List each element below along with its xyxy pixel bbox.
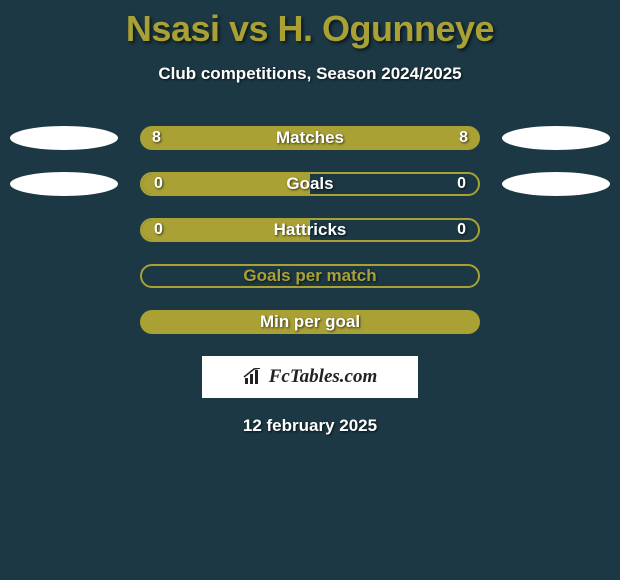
right-value: 0 <box>457 175 466 193</box>
stat-row-goals-per-match: Goals per match <box>0 264 620 288</box>
right-pill <box>502 172 610 196</box>
left-value: 0 <box>154 221 163 239</box>
stat-bar: 0 Goals 0 <box>140 172 480 196</box>
right-pill <box>502 126 610 150</box>
right-value: 0 <box>457 221 466 239</box>
left-value: 8 <box>152 129 161 147</box>
bar-fill <box>142 174 310 194</box>
stat-label: Hattricks <box>274 220 347 240</box>
stat-row-matches: 8 Matches 8 <box>0 126 620 150</box>
stat-label: Goals <box>286 174 333 194</box>
logo: FcTables.com <box>243 366 378 388</box>
stat-rows: 8 Matches 8 0 Goals 0 0 Hattricks 0 Goal… <box>0 126 620 334</box>
stat-bar: 8 Matches 8 <box>140 126 480 150</box>
stat-label: Goals per match <box>243 266 376 286</box>
left-value: 0 <box>154 175 163 193</box>
logo-box[interactable]: FcTables.com <box>202 356 418 398</box>
date-text: 12 february 2025 <box>0 416 620 436</box>
left-pill <box>10 126 118 150</box>
stat-row-hattricks: 0 Hattricks 0 <box>0 218 620 242</box>
stat-label: Matches <box>276 128 344 148</box>
stat-bar: Goals per match <box>140 264 480 288</box>
stat-bar: 0 Hattricks 0 <box>140 218 480 242</box>
page-title: Nsasi vs H. Ogunneye <box>0 0 620 50</box>
stat-row-goals: 0 Goals 0 <box>0 172 620 196</box>
bar-chart-icon <box>243 368 265 386</box>
stat-label: Min per goal <box>260 312 360 332</box>
right-value: 8 <box>459 129 468 147</box>
stat-bar: Min per goal <box>140 310 480 334</box>
stat-row-min-per-goal: Min per goal <box>0 310 620 334</box>
subtitle: Club competitions, Season 2024/2025 <box>0 64 620 84</box>
logo-text: FcTables.com <box>269 366 378 388</box>
left-pill <box>10 172 118 196</box>
